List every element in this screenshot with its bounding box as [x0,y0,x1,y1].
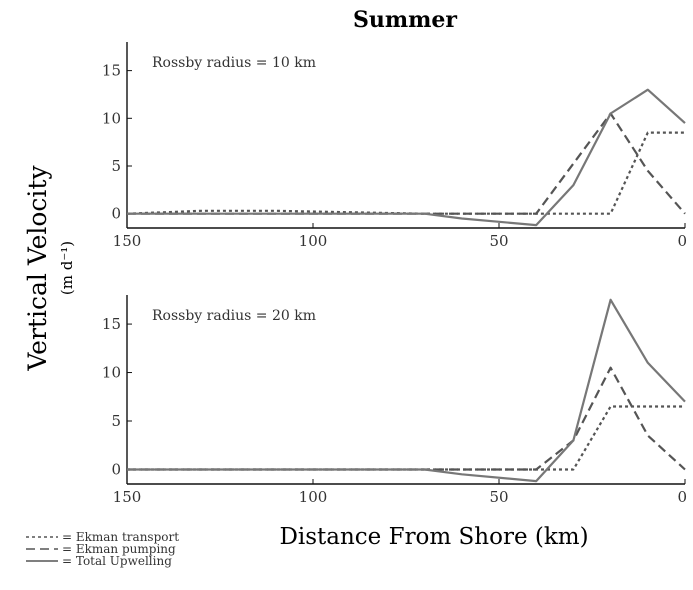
legend-label: = Ekman pumping [62,542,176,556]
y-tick-label: 0 [111,205,121,223]
y-axis-label: Vertical Velocity [23,165,52,372]
series-line-total [127,298,686,483]
chart-title: Summer [353,7,457,33]
series-line-ekman-transport [127,405,685,471]
series-line-ekman-pumping [127,366,686,471]
x-tick-label: 100 [299,488,328,506]
series-line-ekman-transport [126,131,685,215]
y-tick-label: 10 [102,109,121,127]
y-tick-label: 5 [111,412,121,430]
rossby-radius-annotation: Rossby radius = 10 km [152,55,316,71]
x-tick-label: 100 [299,232,328,250]
y-tick-label: 15 [102,315,121,333]
y-axis-units: (m d⁻¹) [58,241,76,295]
series-line-total [127,88,686,227]
x-tick-label: 50 [489,232,508,250]
legend-label: = Total Upwelling [62,554,172,568]
panel-1: 0 5 10 15 150 100 50 0 Rossby radius = 10 km [102,42,687,250]
legend-label: = Ekman transport [62,530,179,544]
y-tick-label: 15 [102,62,121,80]
x-tick-label: 0 [677,232,687,250]
x-axis-label: Distance From Shore (km) [279,524,588,550]
x-tick-label: 0 [677,488,687,506]
y-tick-label: 5 [111,157,121,175]
y-tick-label: 10 [102,364,121,382]
legend: = Ekman transport= Ekman pumping= Total … [26,530,179,568]
y-tick-label: 0 [111,460,121,478]
x-tick-label: 150 [113,232,142,250]
series-line-ekman-pumping [127,112,686,215]
x-tick-label: 50 [489,488,508,506]
panel-2: 0 5 10 15 150 100 50 0 Rossby radius = 20 km [102,295,687,506]
x-tick-label: 150 [113,488,142,506]
rossby-radius-annotation: Rossby radius = 20 km [152,308,316,324]
